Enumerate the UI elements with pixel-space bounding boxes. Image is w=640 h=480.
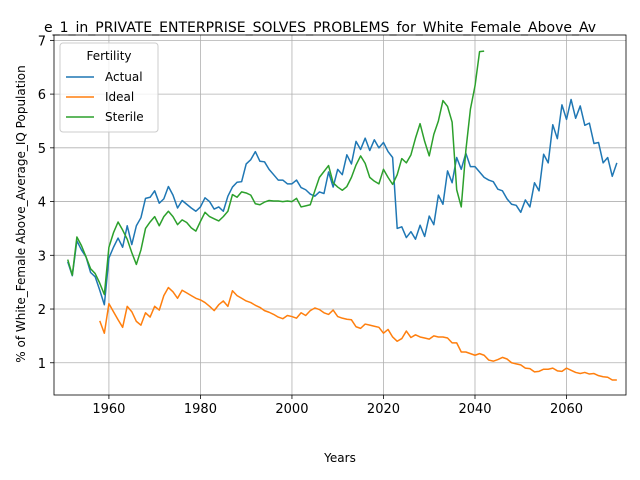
series-line-actual (67, 98, 618, 306)
x-axis-ticks: 1960 1980 2000 2020 2040 2060 (92, 395, 583, 417)
series-line-ideal (99, 286, 617, 381)
x-axis-label: Years (323, 451, 356, 465)
legend-title: Fertility (86, 49, 131, 63)
x-tick-label: 2000 (275, 402, 308, 417)
x-tick-label: 1960 (92, 402, 125, 417)
y-tick-label: 7 (38, 34, 46, 49)
x-tick-label: 2020 (367, 402, 400, 417)
y-tick-label: 4 (38, 196, 46, 211)
y-tick-label: 6 (38, 88, 46, 103)
x-tick-label: 2040 (458, 402, 491, 417)
series-lines (67, 50, 618, 381)
chart-title: e_1_in_PRIVATE_ENTERPRISE_SOLVES_PROBLEM… (44, 20, 596, 36)
y-axis-label: % of White_Female Above_Average_IQ Popul… (14, 65, 28, 362)
legend: Fertility Actual Ideal Sterile (59, 42, 159, 133)
y-tick-label: 5 (38, 142, 46, 157)
x-tick-label: 1980 (184, 402, 217, 417)
legend-label-ideal: Ideal (105, 90, 134, 104)
plot-frame (53, 34, 627, 396)
legend-label-sterile: Sterile (105, 110, 144, 124)
legend-label-actual: Actual (105, 70, 143, 84)
x-tick-label: 2060 (550, 402, 583, 417)
legend-box (59, 42, 159, 133)
y-tick-label: 3 (38, 249, 46, 264)
y-tick-label: 2 (38, 303, 46, 318)
y-tick-label: 1 (38, 357, 46, 372)
y-axis-ticks: 1 2 3 4 5 6 7 (38, 34, 54, 372)
series-line-sterile (67, 50, 485, 296)
